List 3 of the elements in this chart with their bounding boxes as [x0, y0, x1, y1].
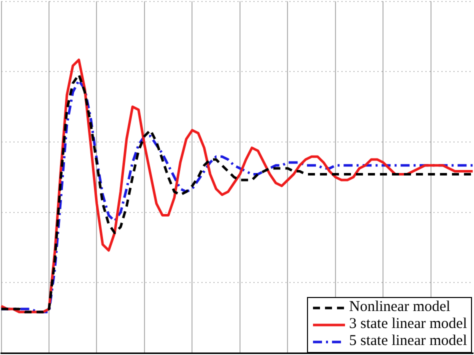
legend-label: Nonlinear model — [349, 299, 450, 316]
legend-label: 3 state linear model — [349, 316, 467, 333]
legend-label: 5 state linear model — [349, 333, 467, 350]
